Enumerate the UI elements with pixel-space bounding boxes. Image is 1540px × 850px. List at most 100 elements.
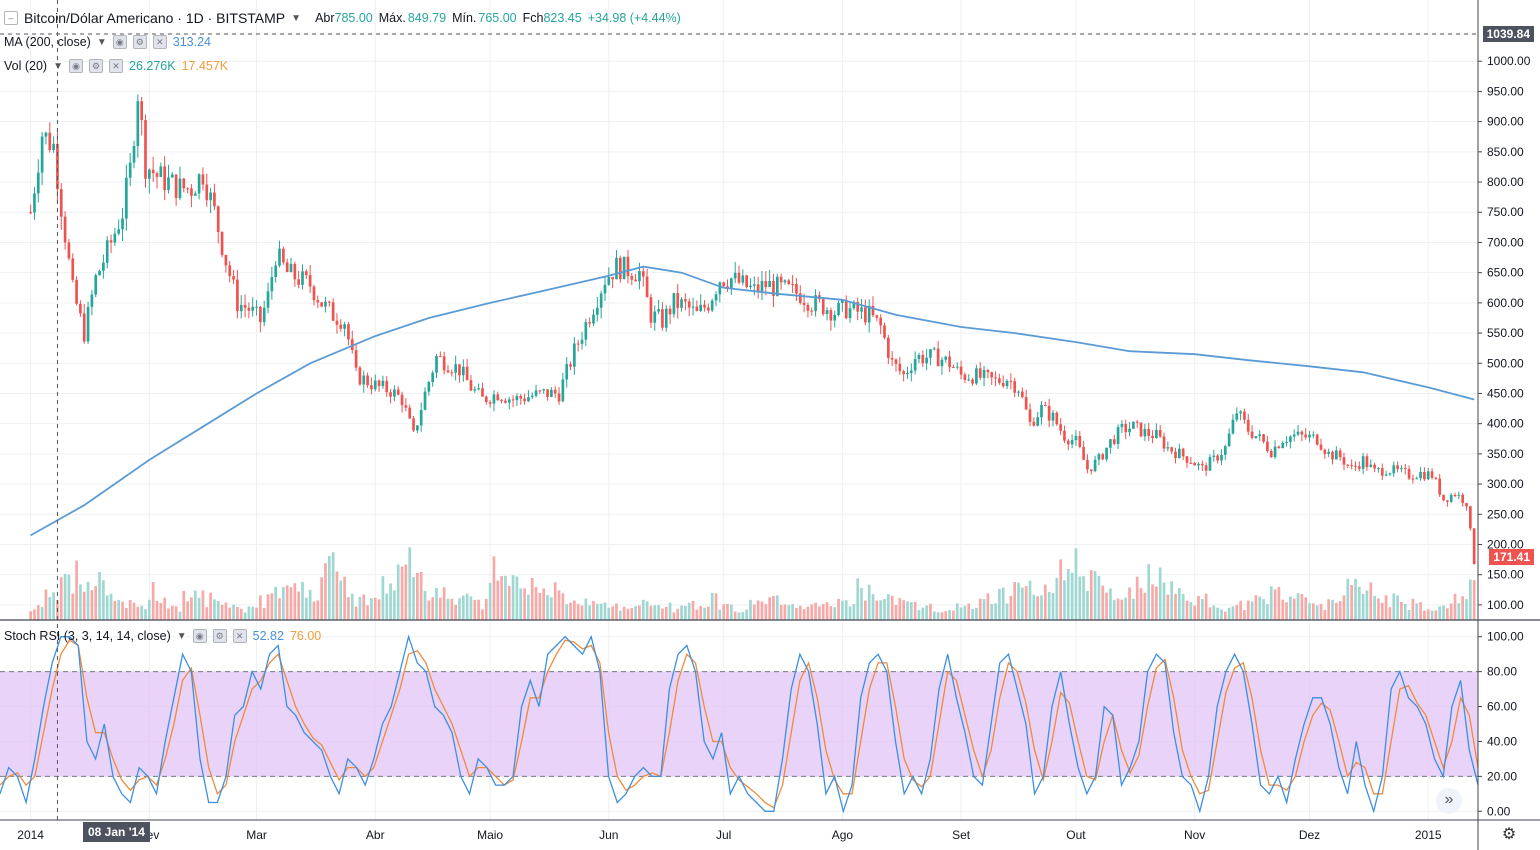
candle-body (913, 359, 917, 371)
ma-value: 313.24 (172, 35, 211, 49)
volume-bar (955, 603, 959, 620)
candle-body (1369, 464, 1373, 467)
volume-bar (174, 606, 178, 620)
candle-body (1346, 464, 1350, 466)
candle-body (1082, 446, 1085, 460)
candle-body (645, 276, 649, 298)
chevron-down-icon[interactable]: ▼ (176, 630, 187, 642)
candle-body (940, 359, 944, 367)
candle-body (691, 306, 695, 308)
candle-body (622, 256, 626, 280)
eye-icon[interactable]: ◉ (192, 629, 207, 643)
volume-bar (1338, 601, 1342, 620)
candle-body (680, 299, 683, 308)
volume-bar (1066, 568, 1070, 620)
candle-body (285, 262, 289, 273)
candle-body (875, 315, 879, 318)
close-icon[interactable]: ✕ (109, 59, 123, 73)
candle-body (201, 174, 205, 185)
candle-body (768, 281, 771, 288)
volume-bar (607, 607, 611, 620)
volume-bar (1223, 611, 1227, 620)
candle-body (787, 280, 791, 285)
volume-bar (814, 602, 817, 620)
volume-bar (1174, 593, 1177, 620)
volume-bar (864, 600, 867, 620)
volume-bar (668, 602, 672, 620)
volume-bar (216, 601, 220, 620)
candle-body (1266, 441, 1269, 452)
candle-body (1116, 427, 1120, 444)
candle-body (308, 275, 312, 287)
volume-bar (450, 598, 454, 620)
volume-bar (1446, 608, 1449, 620)
candle-body (1139, 422, 1143, 437)
volume-bar (1384, 595, 1388, 620)
candle-body (1380, 468, 1384, 476)
candle-body (1319, 444, 1323, 450)
candle-body (147, 169, 151, 179)
candle-body (1277, 446, 1281, 449)
close-icon[interactable]: ✕ (232, 629, 247, 643)
settings-gear-icon[interactable]: ⚙ (1501, 826, 1517, 843)
candle-body (664, 308, 668, 328)
candle-body (1373, 464, 1376, 469)
open-value: 785.00 (334, 11, 373, 25)
collapse-icon[interactable]: – (4, 11, 18, 25)
gear-icon[interactable]: ⚙ (89, 59, 103, 73)
ma-legend[interactable]: MA (200, close) ▼ ◉ ⚙ ✕ 313.24 (4, 33, 217, 51)
volume-bar (1158, 567, 1162, 620)
volume-bar (71, 593, 75, 620)
candle-body (745, 275, 748, 288)
volume-bar (791, 604, 794, 620)
gear-icon[interactable]: ⚙ (212, 629, 227, 643)
candle-body (569, 364, 572, 367)
price-tick-label: 200.00 (1487, 537, 1524, 551)
candle-body (427, 382, 431, 392)
candle-body (695, 306, 699, 312)
chevron-down-icon[interactable]: ▼ (96, 36, 107, 48)
gear-icon[interactable]: ⚙ (132, 35, 147, 49)
candle-body (1338, 450, 1342, 458)
volume-bar (1438, 606, 1442, 620)
candle-body (128, 162, 132, 178)
volume-bar (1250, 601, 1254, 620)
stoch-legend[interactable]: Stoch RSI (3, 3, 14, 14, close) ▼ ◉ ⚙ ✕ … (4, 627, 327, 645)
ma-label: MA (200, close) (4, 35, 91, 49)
candle-body (324, 301, 327, 307)
eye-icon[interactable]: ◉ (112, 35, 127, 49)
scroll-to-realtime-button[interactable]: » (1436, 788, 1462, 814)
volume-bar (917, 609, 921, 620)
close-icon[interactable]: ✕ (152, 35, 167, 49)
volume-bar (262, 607, 266, 620)
volume-bar (316, 600, 320, 620)
candle-body (1059, 424, 1062, 431)
volume-bar (875, 600, 879, 620)
candle-body (860, 307, 863, 312)
candle-body (419, 409, 423, 426)
candle-body (852, 301, 856, 309)
volume-bar (1423, 610, 1426, 620)
candle-body (1312, 434, 1315, 436)
eye-icon[interactable]: ◉ (69, 59, 83, 73)
chevron-down-icon[interactable]: ▼ (53, 60, 63, 72)
chevron-down-icon[interactable]: ▼ (291, 12, 302, 24)
candle-body (856, 301, 860, 312)
volume-bar (404, 564, 408, 620)
candle-body (844, 299, 848, 319)
candle-body (576, 343, 580, 345)
candle-body (36, 172, 40, 194)
volume-bar (278, 598, 281, 620)
volume-bar (1143, 592, 1147, 620)
candle-body (316, 300, 320, 303)
candle-body (1254, 436, 1258, 438)
vol-legend[interactable]: Vol (20) ▼ ◉ ⚙ ✕ 26.276K 17.457K (4, 57, 234, 75)
candle-body (228, 265, 232, 277)
symbol-legend[interactable]: – Bitcoin/Dólar Americano · 1D · BITSTAM… (4, 9, 687, 27)
candle-body (1334, 450, 1338, 460)
volume-bar (167, 608, 170, 620)
candle-body (404, 405, 408, 408)
volume-bar (473, 599, 477, 620)
volume-bar (301, 581, 304, 620)
